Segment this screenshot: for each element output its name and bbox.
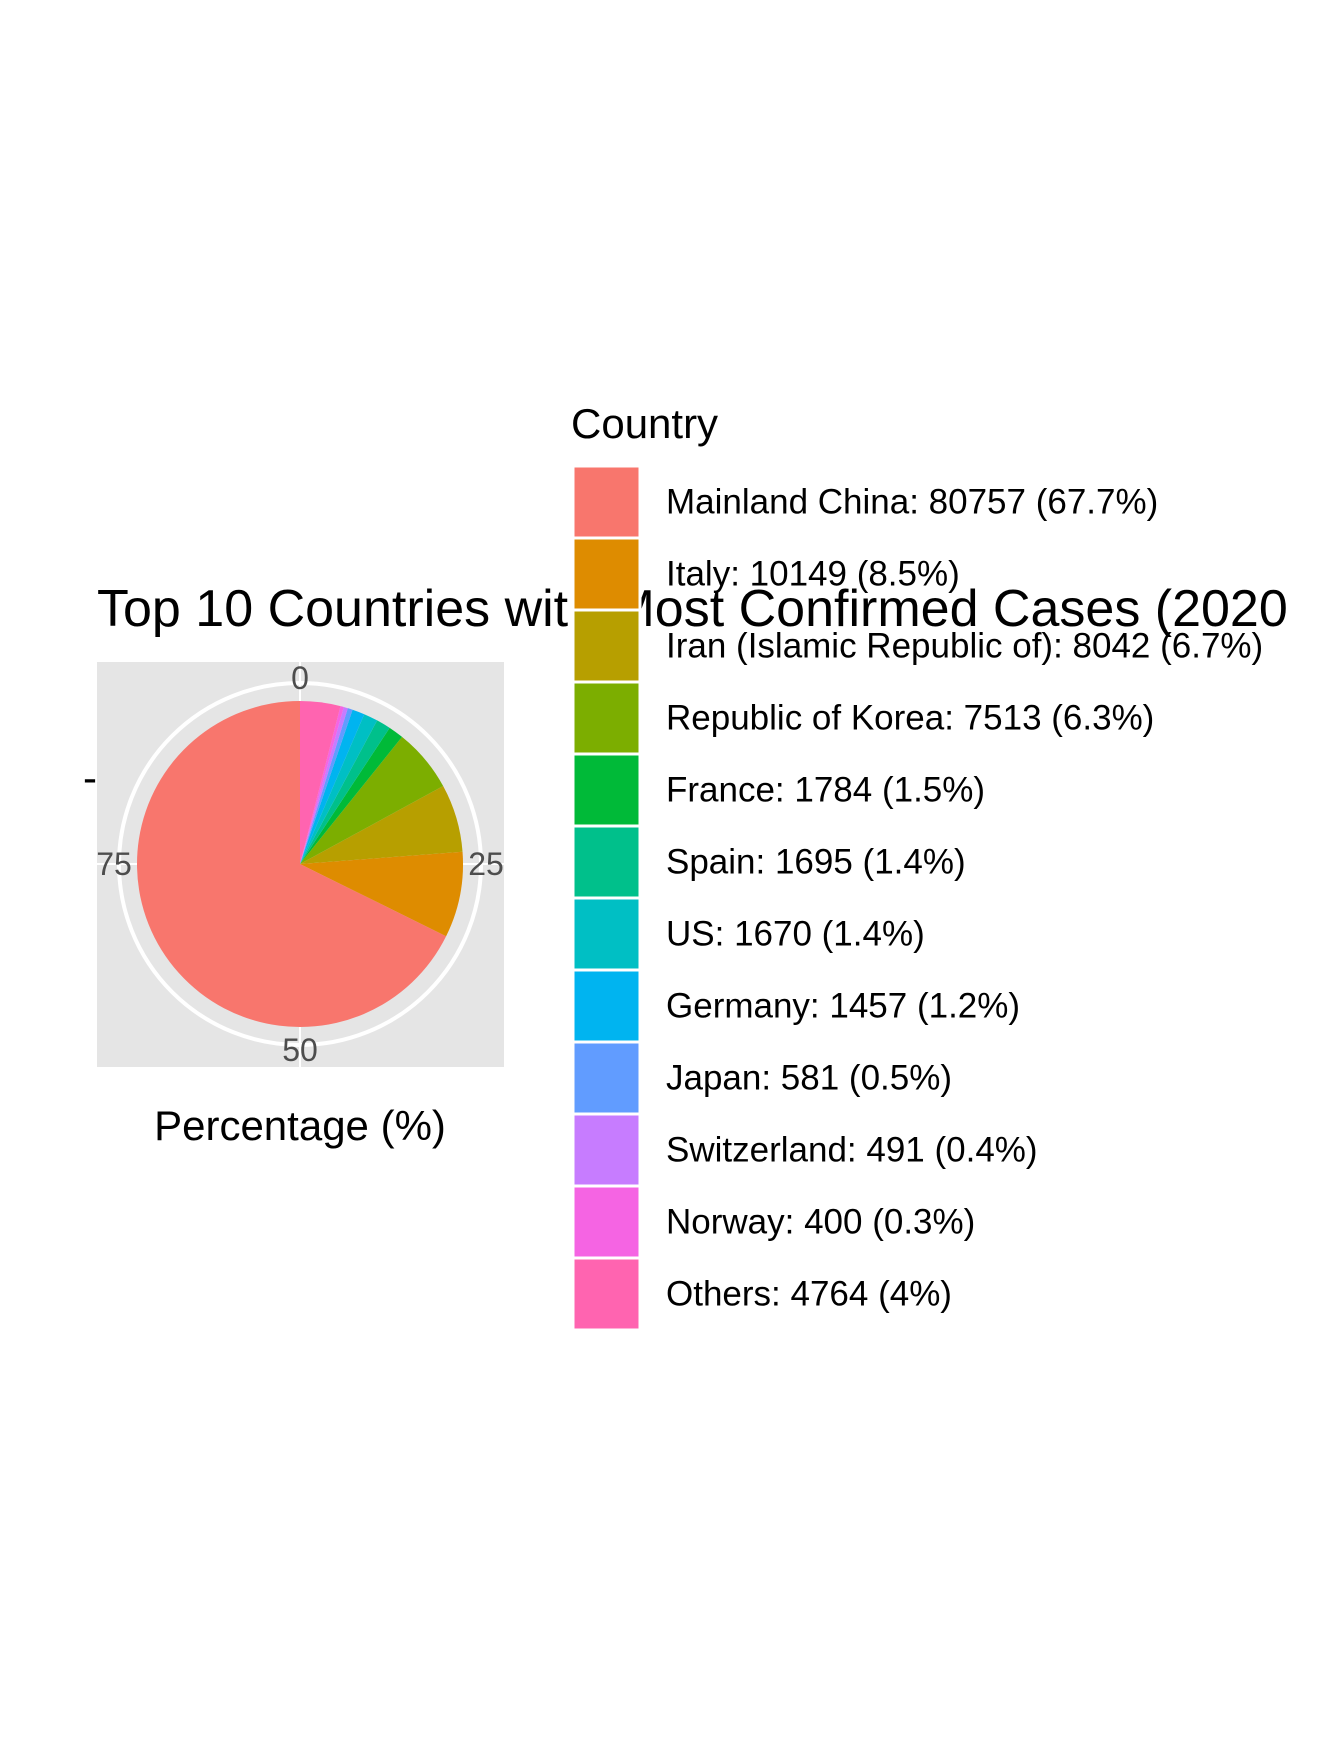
pie-slice-7 (300, 709, 365, 864)
pie-slice-2 (300, 786, 463, 864)
legend-label-0: Mainland China: 80757 (67.7%) (666, 483, 1158, 522)
legend-label-6: US: 1670 (1.4%) (666, 915, 925, 954)
pie-slice-10 (300, 706, 344, 864)
pie-slice-3 (300, 736, 444, 864)
legend-key-6 (571, 896, 642, 972)
legend-key-0 (571, 464, 642, 540)
legend-key-1 (571, 536, 642, 612)
legend-label-11: Others: 4764 (4%) (666, 1275, 952, 1314)
legend-label-4: France: 1784 (1.5%) (666, 771, 985, 810)
legend-label-1: Italy: 10149 (8.5%) (666, 555, 960, 594)
theta-tick-labels: 0 25 50 75 (96, 660, 504, 1068)
y-axis-stub: - (83, 754, 97, 801)
pie-slice-8 (300, 708, 353, 864)
legend-key-2 (571, 608, 642, 684)
legend: Mainland China: 80757 (67.7%) Italy: 1014… (571, 464, 1263, 1332)
legend-key-7 (571, 968, 642, 1044)
legend-key-11 (571, 1256, 642, 1332)
x-axis-title: Percentage (%) (154, 1102, 446, 1149)
legend-label-7: Germany: 1457 (1.2%) (666, 987, 1020, 1026)
theta-tick-label: 25 (468, 846, 504, 882)
legend-key-10 (571, 1184, 642, 1260)
legend-label-8: Japan: 581 (0.5%) (666, 1059, 952, 1098)
legend-key-5 (571, 824, 642, 900)
legend-label-9: Switzerland: 491 (0.4%) (666, 1131, 1038, 1170)
legend-key-9 (571, 1112, 642, 1188)
pie-slice-9 (300, 706, 348, 864)
pie-slice-11 (300, 701, 341, 864)
legend-label-5: Spain: 1695 (1.4%) (666, 843, 966, 882)
legend-label-3: Republic of Korea: 7513 (6.3%) (666, 699, 1154, 738)
legend-key-3 (571, 680, 642, 756)
pie-slice-5 (300, 720, 390, 864)
pie-slice-4 (300, 727, 403, 864)
legend-label-10: Norway: 400 (0.3%) (666, 1203, 975, 1242)
pie-slices (137, 701, 463, 1027)
legend-key-4 (571, 752, 642, 828)
pie-slice-6 (300, 714, 378, 864)
chart-title: Top 10 Countries with Most Confirmed Cas… (97, 580, 1288, 638)
pie-slice-1 (300, 851, 463, 937)
pie-slice-0 (137, 701, 447, 1027)
theta-tick-label: 50 (282, 1032, 318, 1068)
theta-tick-label: 75 (96, 846, 132, 882)
theta-tick-label: 0 (291, 660, 309, 696)
legend-title: Country (571, 400, 718, 447)
legend-label-2: Iran (Islamic Republic of): 8042 (6.7%) (666, 627, 1263, 666)
legend-key-8 (571, 1040, 642, 1116)
